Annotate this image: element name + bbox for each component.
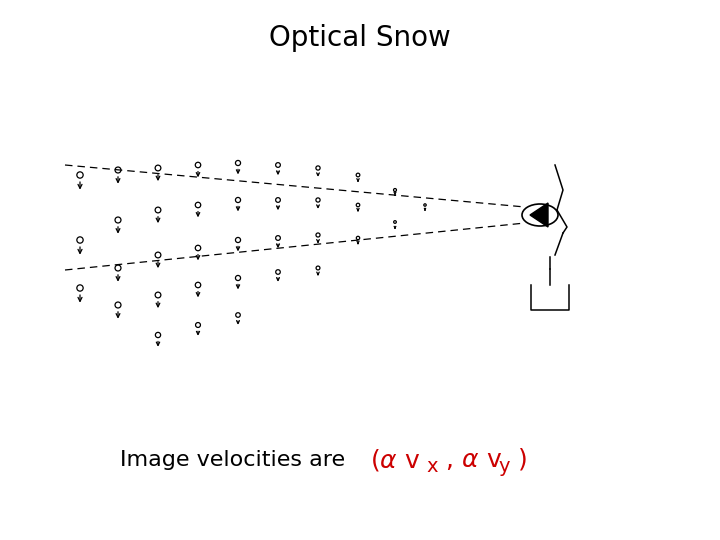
Text: ($\alpha$ v: ($\alpha$ v	[370, 447, 420, 473]
Polygon shape	[530, 203, 548, 227]
Text: y: y	[498, 456, 510, 476]
Text: ): )	[510, 448, 528, 472]
Text: Optical Snow: Optical Snow	[269, 24, 451, 52]
Text: Image velocities are: Image velocities are	[120, 450, 345, 470]
Text: x: x	[426, 456, 438, 476]
Text: , $\alpha$ v: , $\alpha$ v	[438, 448, 503, 472]
